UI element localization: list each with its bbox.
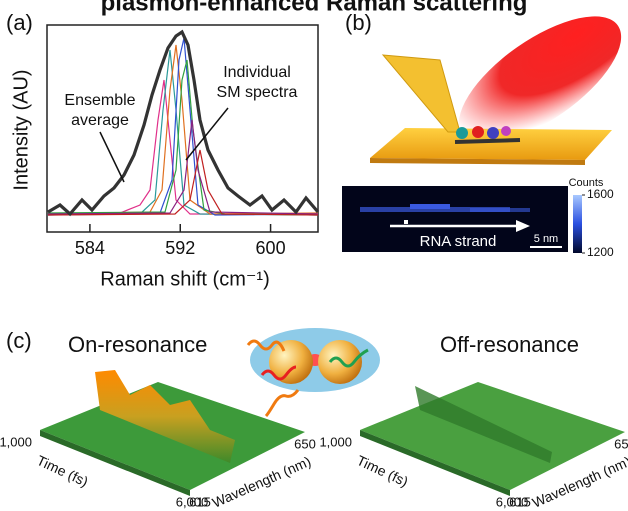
axis-label: Time (fs): [354, 452, 410, 490]
panel-label: (b): [345, 10, 372, 35]
annotation: Individual: [223, 64, 291, 81]
wavelength-tick-label: 615: [509, 494, 531, 509]
wavelength-tick-label: 650: [294, 436, 316, 451]
panel-label: (c): [6, 328, 32, 353]
x-tick-label: 592: [165, 238, 195, 258]
figure: plasmon-enhanced Raman scattering (a) 58…: [0, 0, 628, 511]
x-tick-label: 600: [256, 238, 286, 258]
panel-label: (a): [6, 10, 33, 35]
annotation: SM spectra: [217, 84, 298, 101]
colorbar: [573, 195, 582, 253]
time-tick-label: 1,000: [319, 434, 352, 449]
axis-label: Time (fs): [34, 452, 90, 490]
x-tick-label: 584: [75, 238, 105, 258]
colorbar-tick-label: 1600: [587, 187, 614, 201]
annotation-arrow: [100, 132, 124, 182]
x-axis-label: Raman shift (cm⁻¹): [100, 268, 269, 290]
wavelength-tick-label: 615: [189, 494, 211, 509]
wavelength-tick-label: 650: [614, 436, 628, 451]
subplot-title: Off-resonance: [440, 332, 579, 357]
colorbar-tick-label: 1200: [587, 245, 614, 259]
scale-bar-label: 5 nm: [534, 233, 558, 245]
annotation: Ensemble: [64, 92, 135, 109]
figure-title: plasmon-enhanced Raman scattering: [101, 0, 528, 16]
arrow-label: RNA strand: [420, 233, 497, 250]
annotation: average: [71, 112, 129, 129]
time-tick-label: 1,000: [0, 434, 32, 449]
tip: [383, 55, 460, 132]
subplot-title: On-resonance: [68, 332, 207, 357]
y-axis-label: Intensity (AU): [10, 69, 32, 190]
